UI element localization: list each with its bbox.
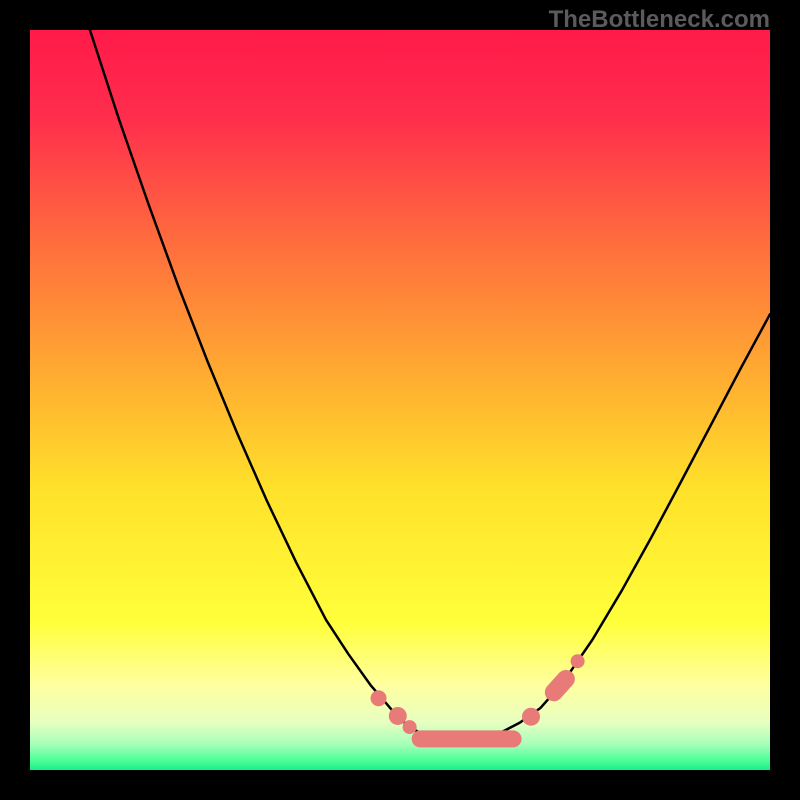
chart-svg [0, 0, 800, 800]
marker-dot [371, 690, 387, 706]
bottleneck-curve [90, 30, 770, 739]
watermark-text: TheBottleneck.com [549, 6, 770, 34]
plot-background [30, 30, 770, 770]
marker-capsule [541, 666, 578, 705]
marker-dot [571, 654, 585, 668]
marker-dot [522, 708, 540, 726]
curve-markers [371, 654, 585, 747]
marker-dot [389, 707, 407, 725]
chart-stage: TheBottleneck.com [0, 0, 800, 800]
marker-dot [403, 720, 417, 734]
marker-capsule [412, 730, 522, 747]
